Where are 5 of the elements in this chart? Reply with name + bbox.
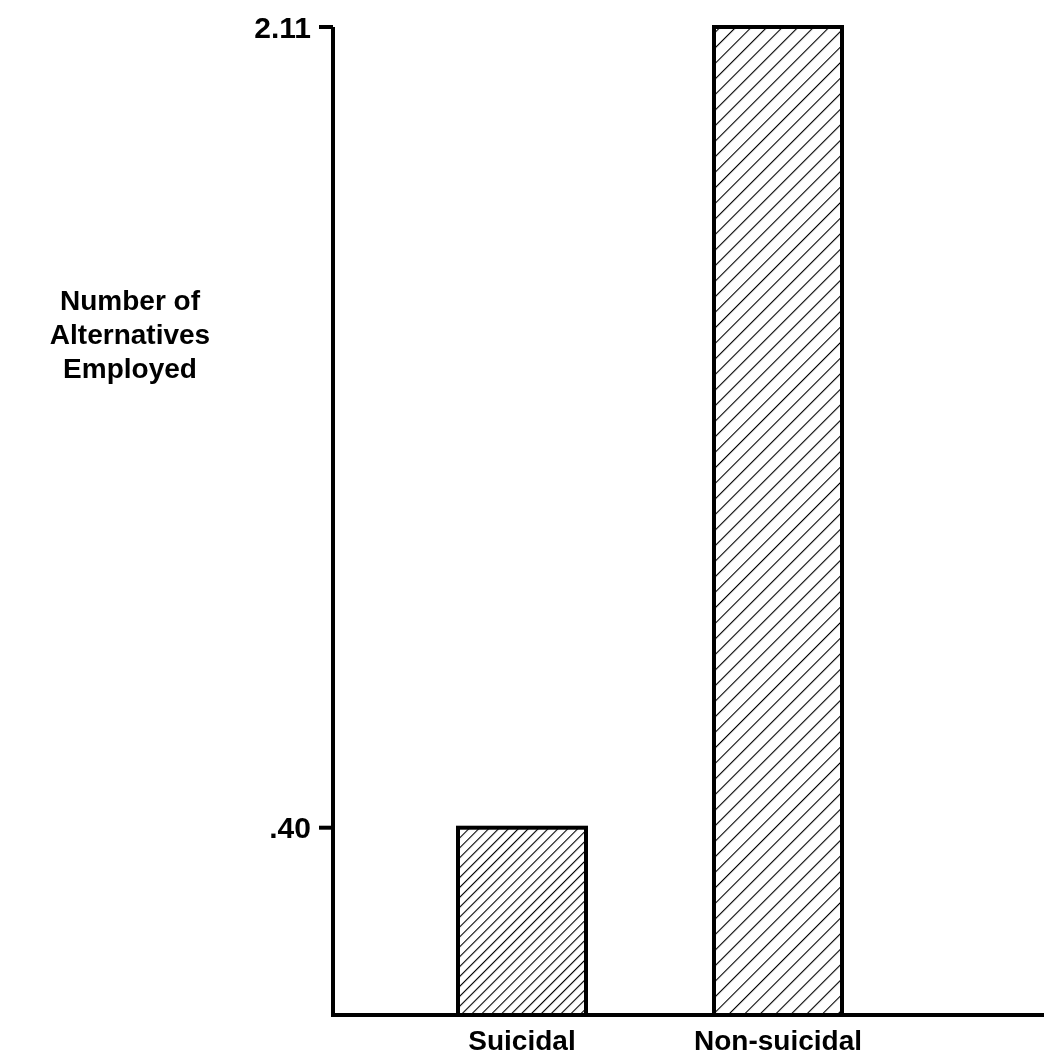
y-axis-title: Number of Alternatives Employed [49,285,211,384]
y-tick-label: .40 [269,811,311,845]
x-tick-label: Suicidal [468,1025,576,1056]
y-tick-label: 2.11 [254,10,311,44]
x-tick-label: Non-suicidal [693,1025,863,1056]
